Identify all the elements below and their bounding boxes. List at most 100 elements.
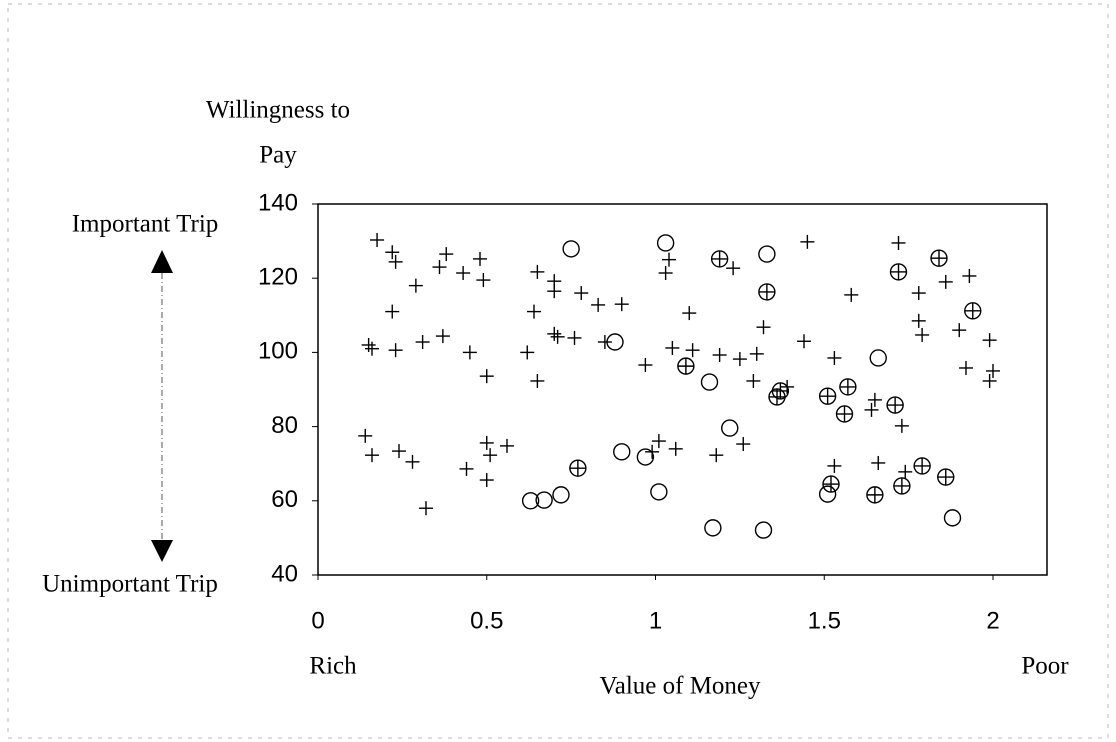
- marker-part: [758, 283, 776, 301]
- point: [606, 333, 624, 351]
- marker-part: [937, 468, 955, 486]
- annotation: Poor: [1021, 653, 1069, 680]
- marker-part: [606, 333, 624, 351]
- point: [758, 283, 776, 301]
- marker-part: [835, 405, 854, 423]
- point: [613, 443, 631, 461]
- point: [962, 268, 977, 283]
- annotation: Important Trip: [72, 211, 219, 238]
- point: [797, 334, 811, 349]
- point: [886, 396, 904, 414]
- y-tick-label: 60: [271, 486, 298, 513]
- marker-part: [869, 349, 887, 367]
- point: [756, 320, 771, 335]
- marker-part: [866, 486, 884, 504]
- marker-part: [535, 491, 553, 509]
- x-label: Value of Money: [599, 673, 761, 700]
- point: [746, 373, 761, 388]
- point: [535, 491, 553, 509]
- point: [952, 323, 967, 338]
- point: [439, 247, 454, 262]
- point: [710, 250, 729, 268]
- point: [658, 266, 673, 281]
- marker-part: [913, 457, 931, 475]
- marker-part: [758, 245, 776, 263]
- marker-part: [889, 263, 908, 281]
- x-tick-label: 2: [986, 607, 999, 634]
- point: [405, 454, 420, 469]
- point: [665, 340, 680, 355]
- y-tick-label: 40: [271, 560, 298, 587]
- point: [749, 346, 764, 361]
- marker-part: [943, 509, 962, 527]
- marker-part: [613, 443, 631, 461]
- point: [943, 509, 962, 527]
- point: [358, 428, 373, 443]
- point: [574, 286, 589, 301]
- point: [982, 373, 997, 388]
- marker-part: [818, 485, 837, 503]
- point: [938, 274, 953, 289]
- marker-part: [768, 388, 786, 406]
- point: [520, 345, 535, 360]
- point: [547, 326, 562, 341]
- point: [700, 373, 719, 391]
- point: [530, 373, 545, 388]
- point: [388, 343, 403, 358]
- point: [768, 388, 786, 406]
- marker-part: [552, 486, 570, 504]
- point: [894, 418, 909, 433]
- point: [365, 448, 379, 463]
- point: [736, 437, 751, 452]
- point: [827, 458, 842, 473]
- marker-part: [700, 373, 719, 391]
- point: [614, 297, 629, 312]
- point: [473, 251, 487, 266]
- point: [709, 448, 724, 463]
- marker-part: [839, 378, 857, 396]
- point: [800, 234, 815, 249]
- point: [867, 392, 882, 407]
- point: [527, 304, 541, 319]
- point: [893, 477, 911, 495]
- marker-part: [893, 477, 911, 495]
- point: [385, 245, 400, 260]
- point: [479, 435, 494, 450]
- point: [818, 485, 837, 503]
- point: [365, 341, 379, 356]
- arrow-head: [151, 540, 173, 562]
- point: [911, 313, 926, 328]
- point: [547, 284, 562, 299]
- marker-part: [754, 521, 773, 539]
- marker-part: [721, 419, 739, 437]
- point: [889, 263, 908, 281]
- point: [483, 448, 498, 463]
- point: [937, 468, 955, 486]
- point: [704, 519, 722, 537]
- point: [636, 448, 655, 466]
- x-tick-label: 1.5: [808, 607, 841, 634]
- point: [415, 335, 430, 350]
- marker-part: [636, 448, 655, 466]
- point: [827, 350, 842, 365]
- point: [385, 304, 400, 319]
- point: [569, 459, 587, 477]
- marker-part: [704, 519, 722, 537]
- point: [871, 455, 886, 470]
- marker-part: [930, 249, 948, 267]
- annotation: Rich: [309, 653, 357, 680]
- marker-part: [562, 240, 580, 258]
- point: [754, 521, 773, 539]
- point: [500, 438, 514, 453]
- point: [562, 240, 580, 258]
- point: [651, 434, 666, 449]
- point: [552, 486, 570, 504]
- marker-part: [569, 459, 587, 477]
- marker-part: [656, 234, 675, 252]
- point: [479, 473, 494, 488]
- marker-part: [710, 250, 729, 268]
- point: [982, 333, 997, 348]
- point: [650, 483, 668, 501]
- point: [567, 330, 582, 345]
